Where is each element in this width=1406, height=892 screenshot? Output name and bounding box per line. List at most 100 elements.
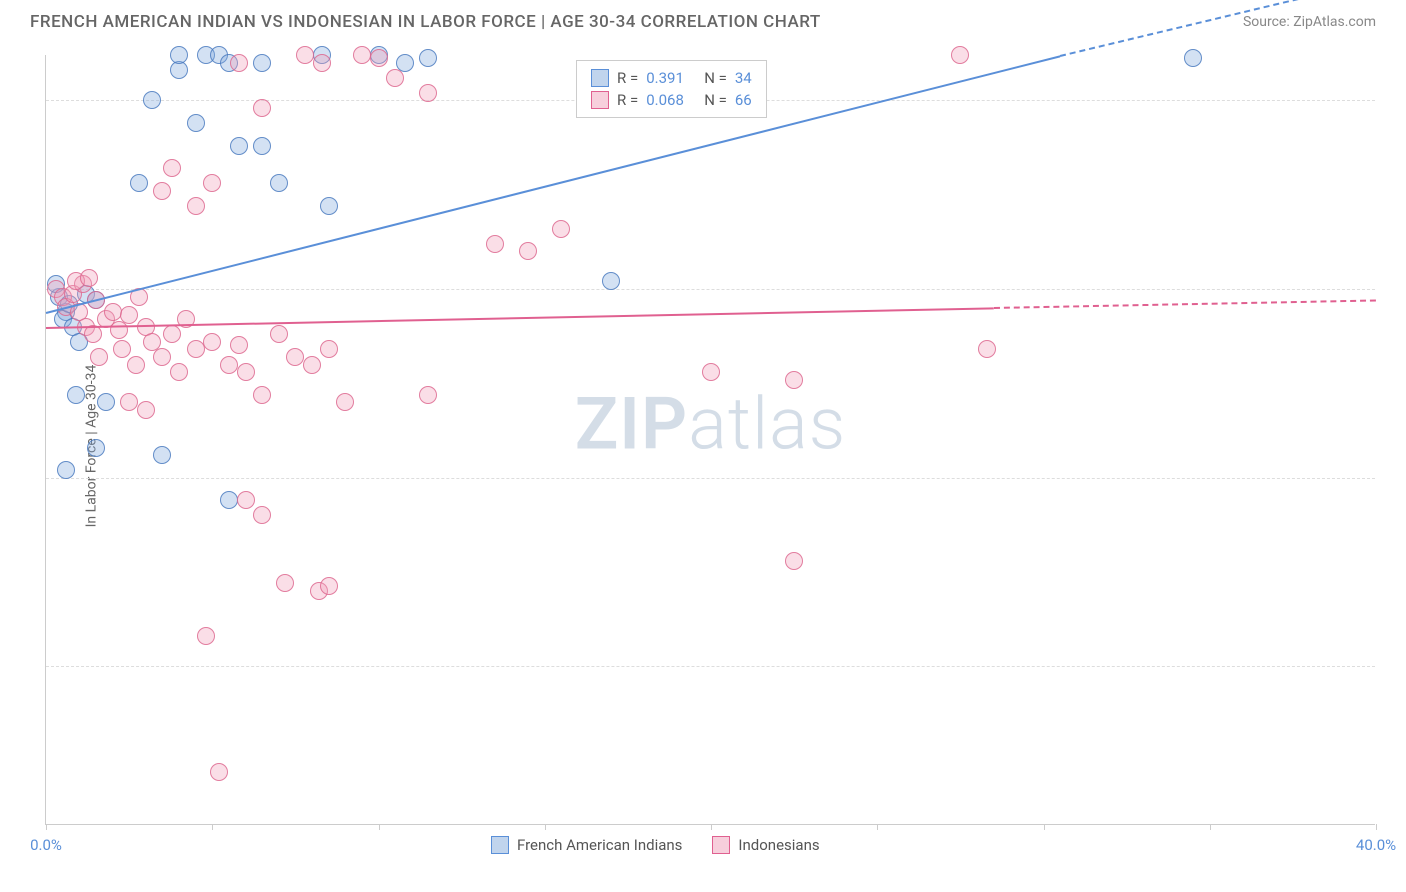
legend-r-value: 0.068 <box>646 91 696 109</box>
data-point <box>602 272 620 290</box>
data-point <box>120 393 138 411</box>
data-point <box>951 46 969 64</box>
data-point <box>296 46 314 64</box>
data-point <box>97 393 115 411</box>
legend-n-value: 66 <box>735 91 752 109</box>
legend-item: Indonesians <box>712 836 819 854</box>
data-point <box>270 174 288 192</box>
legend-n-label: N = <box>704 91 727 109</box>
watermark: ZIPatlas <box>575 382 847 467</box>
x-tick <box>1210 824 1211 830</box>
data-point <box>137 401 155 419</box>
data-point <box>80 269 98 287</box>
data-point <box>419 84 437 102</box>
x-tick <box>46 824 47 830</box>
legend-swatch <box>491 836 509 854</box>
data-point <box>197 627 215 645</box>
legend-swatch <box>591 91 609 109</box>
data-point <box>237 491 255 509</box>
data-point <box>702 363 720 381</box>
data-point <box>67 386 85 404</box>
gridline <box>46 666 1375 667</box>
data-point <box>253 54 271 72</box>
legend-swatch <box>712 836 730 854</box>
data-point <box>143 91 161 109</box>
data-point <box>320 197 338 215</box>
data-point <box>419 49 437 67</box>
chart-title: FRENCH AMERICAN INDIAN VS INDONESIAN IN … <box>30 12 821 32</box>
data-point <box>230 54 248 72</box>
data-point <box>253 386 271 404</box>
regression-line-extended <box>994 300 1376 310</box>
data-point <box>170 363 188 381</box>
data-point <box>110 321 128 339</box>
data-point <box>237 363 255 381</box>
data-point <box>303 356 321 374</box>
data-point <box>210 763 228 781</box>
data-point <box>187 114 205 132</box>
data-point <box>113 340 131 358</box>
data-point <box>519 242 537 260</box>
data-point <box>220 356 238 374</box>
data-point <box>220 491 238 509</box>
x-tick <box>1376 824 1377 830</box>
correlation-legend: R = 0.391 N = 34R = 0.068 N = 66 <box>576 60 767 118</box>
data-point <box>1184 49 1202 67</box>
legend-swatch <box>591 69 609 87</box>
data-point <box>104 303 122 321</box>
y-tick-label: 62.5% <box>1385 657 1406 675</box>
x-tick <box>212 824 213 830</box>
chart-source: Source: ZipAtlas.com <box>1243 14 1376 30</box>
data-point <box>187 340 205 358</box>
legend-label: French American Indians <box>517 836 682 854</box>
data-point <box>353 46 371 64</box>
legend-r-label: R = <box>617 69 638 87</box>
data-point <box>163 159 181 177</box>
chart-header: FRENCH AMERICAN INDIAN VS INDONESIAN IN … <box>0 0 1406 42</box>
data-point <box>153 182 171 200</box>
data-point <box>253 506 271 524</box>
watermark-bold: ZIP <box>575 382 688 467</box>
data-point <box>187 197 205 215</box>
data-point <box>57 461 75 479</box>
data-point <box>785 371 803 389</box>
legend-n-label: N = <box>704 69 727 87</box>
data-point <box>276 574 294 592</box>
x-tick-label: 40.0% <box>1356 836 1396 854</box>
data-point <box>230 336 248 354</box>
data-point <box>978 340 996 358</box>
watermark-light: atlas <box>688 382 846 467</box>
data-point <box>419 386 437 404</box>
data-point <box>253 137 271 155</box>
data-point <box>253 99 271 117</box>
data-point <box>127 356 145 374</box>
y-tick-label: 100.0% <box>1385 91 1406 109</box>
series-legend: French American Indians Indonesians <box>491 836 820 854</box>
data-point <box>203 333 221 351</box>
data-point <box>286 348 304 366</box>
x-tick <box>1044 824 1045 830</box>
data-point <box>320 340 338 358</box>
data-point <box>552 220 570 238</box>
x-tick <box>379 824 380 830</box>
data-point <box>230 137 248 155</box>
data-point <box>320 577 338 595</box>
scatter-chart: 62.5%75.0%87.5%100.0% ZIPatlas R =0.391N… <box>45 55 1375 825</box>
x-tick-label: 0.0% <box>30 836 62 854</box>
x-tick <box>711 824 712 830</box>
legend-r-value: 0.391 <box>646 69 696 87</box>
legend-row: R = 0.391 N = 34 <box>591 67 752 89</box>
legend-n-value: 34 <box>735 69 752 87</box>
data-point <box>370 49 388 67</box>
data-point <box>203 174 221 192</box>
data-point <box>313 54 331 72</box>
y-tick-label: 75.0% <box>1385 469 1406 487</box>
data-point <box>87 439 105 457</box>
data-point <box>153 348 171 366</box>
regression-line <box>46 55 1061 314</box>
data-point <box>163 325 181 343</box>
data-point <box>336 393 354 411</box>
legend-item: French American Indians <box>491 836 682 854</box>
data-point <box>785 552 803 570</box>
data-point <box>386 69 404 87</box>
